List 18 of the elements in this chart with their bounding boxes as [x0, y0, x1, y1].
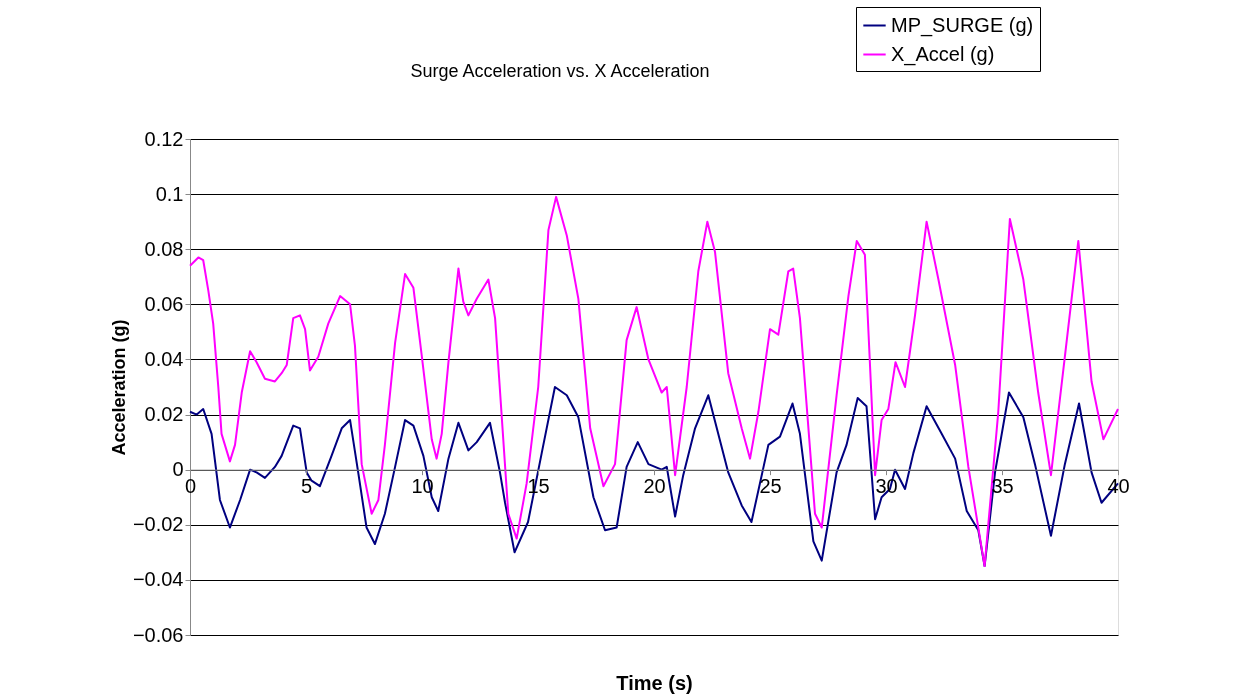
y-tick-label: 0.04	[144, 347, 184, 370]
y-tick-label: 0.06	[144, 292, 184, 315]
legend-label: MP_SURGE (g)	[891, 13, 1034, 37]
x-axis-title: Time (s)	[616, 671, 693, 694]
x-tick-label: 20	[643, 475, 666, 498]
y-axis-title: Acceleration (g)	[108, 319, 129, 456]
y-tick-label: −0.04	[132, 568, 184, 591]
x-tick-label: 25	[759, 475, 782, 498]
y-tick-label: 0	[172, 458, 184, 481]
chart-title: Surge Acceleration vs. X Acceleration	[410, 60, 710, 81]
legend-label: X_Accel (g)	[891, 42, 995, 66]
y-tick-label: 0.08	[144, 237, 184, 260]
x-tick-label: 5	[300, 475, 313, 498]
y-tick-label: 0.12	[144, 127, 184, 150]
y-tick-label: 0.1	[155, 182, 184, 205]
y-tick-label: −0.02	[132, 513, 184, 536]
y-tick-label: −0.06	[132, 623, 184, 646]
y-tick-label: 0.02	[144, 403, 184, 426]
